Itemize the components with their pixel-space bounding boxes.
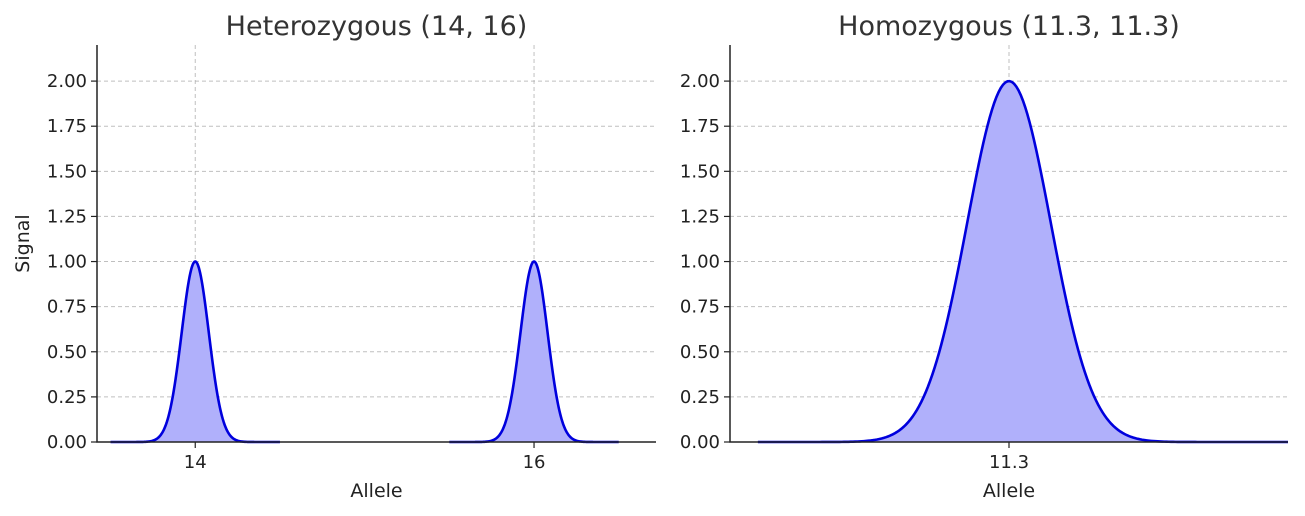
y-tick-label: 0.75 <box>680 297 720 318</box>
heterozygous-panel: 0.00 0.25 0.50 0.75 1.00 1.25 1.50 1.75 2.00 14 16… <box>12 11 656 502</box>
y-tick-label: 1.00 <box>680 252 720 273</box>
homozygous-chart-title: Homozygous (11.3, 11.3) <box>838 11 1180 42</box>
y-tick-label: 1.25 <box>680 206 720 227</box>
axis-spines <box>96 45 656 443</box>
x-axis-label: Allele <box>983 480 1035 502</box>
y-tick-label: 0.25 <box>680 387 720 408</box>
y-tick-label: 0.00 <box>47 432 87 453</box>
y-tick-label: 1.00 <box>47 252 87 273</box>
y-tick-label: 1.50 <box>47 161 87 182</box>
y-tick-label: 0.25 <box>47 387 87 408</box>
y-axis-label: Signal <box>12 214 34 272</box>
x-tick-label: 14 <box>184 452 207 473</box>
y-tick-label: 0.75 <box>47 297 87 318</box>
peak-area-0 <box>110 261 280 442</box>
y-tick-label: 1.50 <box>680 161 720 182</box>
homozygous-panel: 0.00 0.25 0.50 0.75 1.00 1.25 1.50 1.75 2.00 11.3… <box>680 11 1288 502</box>
heterozygous-chart-title: Heterozygous (14, 16) <box>226 11 528 42</box>
y-tick-label: 0.50 <box>680 342 720 363</box>
x-axis-label: Allele <box>350 480 402 502</box>
y-tick-label: 2.00 <box>680 71 720 92</box>
x-tick-label: 11.3 <box>989 452 1029 473</box>
y-tick-label: 1.75 <box>680 116 720 137</box>
peak-area-1 <box>449 261 619 442</box>
peak-area-0 <box>757 81 1288 442</box>
y-tick-label: 0.00 <box>680 432 720 453</box>
x-tick-label: 16 <box>523 452 546 473</box>
y-tick-label: 2.00 <box>47 71 87 92</box>
y-tick-label: 1.25 <box>47 206 87 227</box>
y-tick-label: 0.50 <box>47 342 87 363</box>
axis-spines <box>729 45 1288 443</box>
y-tick-label: 1.75 <box>47 116 87 137</box>
